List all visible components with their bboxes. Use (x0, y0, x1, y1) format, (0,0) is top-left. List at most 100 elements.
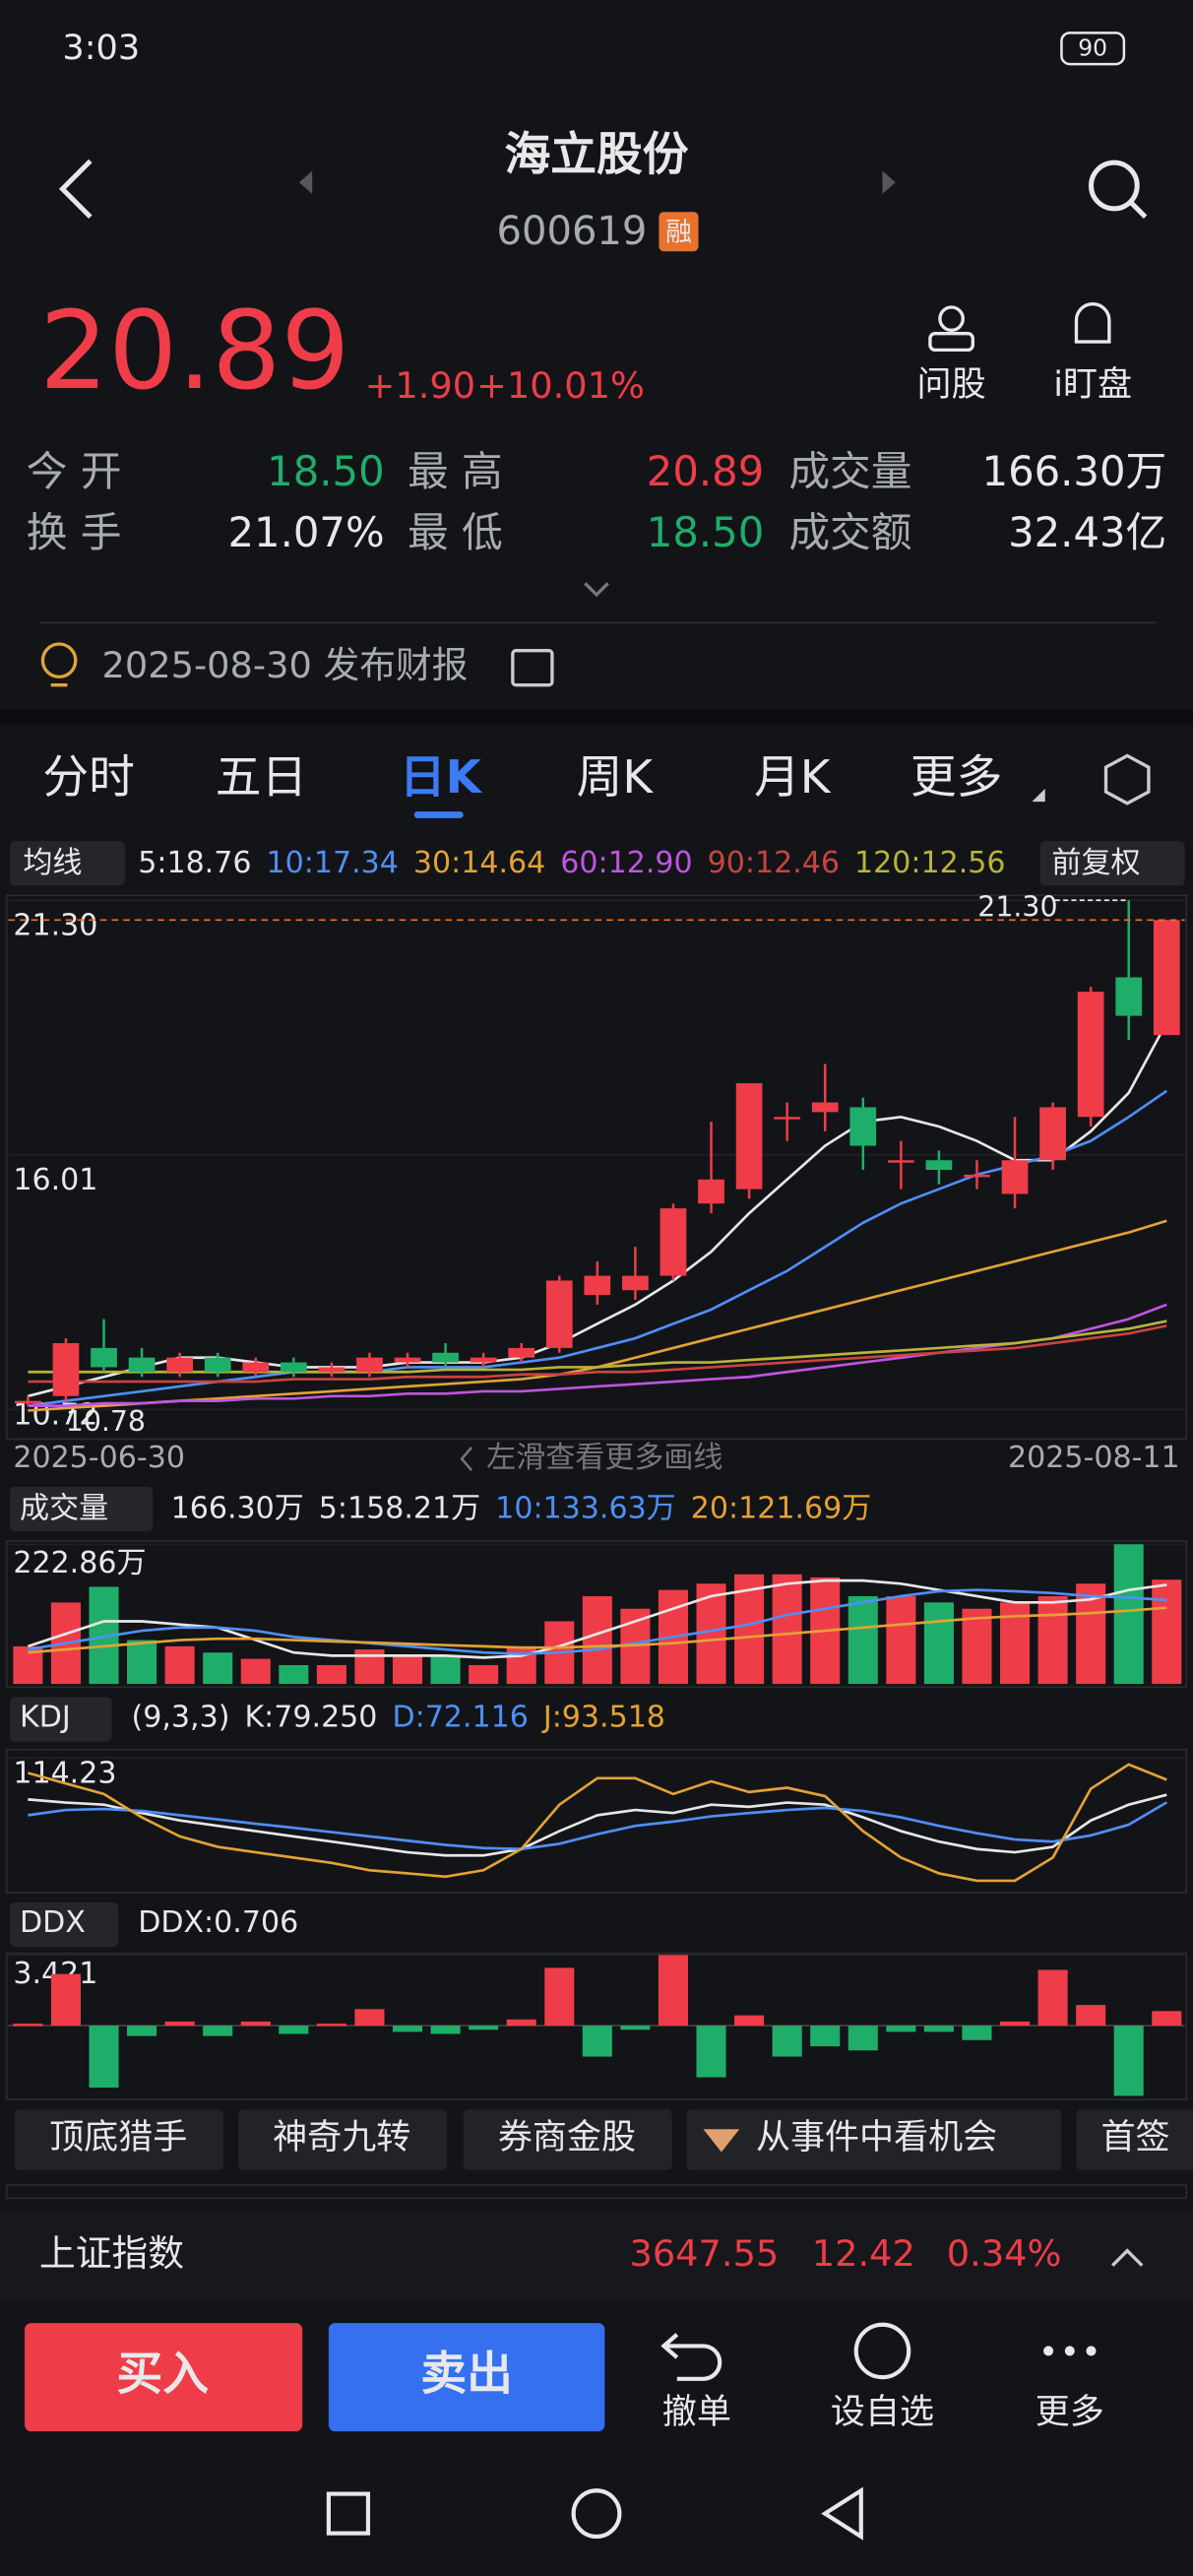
settings-button[interactable] (1103, 753, 1151, 805)
legend-entry: 10:17.34 (266, 846, 398, 880)
kdj-button[interactable] (10, 1697, 112, 1742)
index-value: 3647.55 (629, 2232, 779, 2275)
calendar-icon[interactable] (511, 649, 554, 687)
legend-button[interactable] (10, 841, 125, 886)
ask-icon (938, 305, 965, 333)
watchlist-button[interactable]: 设自选 (831, 2392, 934, 2432)
section-gap (0, 709, 1193, 725)
bar (354, 2009, 385, 2027)
bar (848, 2026, 878, 2051)
bar (772, 2026, 802, 2057)
volume-button[interactable] (10, 1486, 154, 1531)
tag-bg[interactable] (238, 2109, 448, 2170)
tab[interactable]: 分时 (42, 751, 134, 805)
bar (848, 1595, 878, 1685)
nav-home[interactable] (571, 2488, 622, 2540)
expand-index[interactable] (1111, 2248, 1144, 2267)
stat-value: 32.43亿 (1008, 508, 1166, 556)
tag-bg[interactable] (1076, 2109, 1193, 2170)
stat-value: 18.50 (267, 447, 384, 495)
nav-recent[interactable] (326, 2491, 371, 2536)
legend-entry: 10:133.63万 (495, 1492, 676, 1526)
search-button[interactable] (1088, 160, 1140, 212)
tab[interactable]: 五日 (216, 751, 307, 805)
index-bar[interactable] (0, 2209, 1193, 2302)
bar (203, 2026, 233, 2036)
more-button[interactable]: 更多 (1036, 2392, 1104, 2432)
more-dot (1043, 2346, 1054, 2356)
candle-body (52, 1342, 80, 1396)
candle-body (470, 1357, 497, 1363)
candle-body (394, 1357, 421, 1363)
ddx-button[interactable] (10, 1901, 119, 1948)
buy-button[interactable] (25, 2323, 303, 2432)
low-marker: 10.78 (66, 1405, 146, 1438)
stat-value: 166.30万 (982, 447, 1167, 495)
tag-bg[interactable] (686, 2109, 1062, 2170)
stock-name: 海立股份 (505, 129, 689, 182)
volume-current: 166.30万 (171, 1492, 304, 1526)
legend-entry: 5:18.76 (138, 846, 251, 880)
bar (772, 1574, 802, 1685)
tag-bg[interactable] (15, 2109, 224, 2170)
adjust-button[interactable] (1039, 841, 1185, 886)
bulb-icon (40, 642, 78, 679)
watch-button[interactable]: i盯盘 (1053, 364, 1132, 405)
index-change: 12.42 (812, 2232, 915, 2275)
tab[interactable]: 周K (577, 751, 655, 805)
candle-body (698, 1179, 724, 1204)
bar (506, 2019, 536, 2027)
buy-label: 买入 (117, 2349, 210, 2402)
bar (13, 2023, 43, 2027)
tag-bg[interactable] (463, 2109, 672, 2170)
adjust-label: 前复权 (1051, 846, 1140, 880)
stat-label: 成交额 (788, 508, 911, 556)
bar (886, 2026, 916, 2032)
tab-active[interactable]: 日K (400, 751, 483, 805)
badge-bg (659, 212, 699, 252)
tag[interactable]: 顶底猎手 (49, 2117, 187, 2157)
bar (1113, 2026, 1144, 2096)
y-tick-label: 222.86万 (13, 1546, 146, 1580)
candle-body (1153, 920, 1180, 1036)
sell-button[interactable] (328, 2323, 605, 2432)
tag[interactable]: 首签 (1101, 2117, 1170, 2157)
bar (89, 2026, 119, 2089)
candle-body (887, 1160, 914, 1163)
legend-entry: D:72.116 (392, 1701, 528, 1735)
stock-code: 600619 (496, 209, 647, 254)
bar (240, 2021, 271, 2027)
price: 20.89 (39, 288, 349, 414)
tag[interactable]: 神奇九转 (273, 2117, 410, 2157)
bar (962, 2026, 992, 2040)
ask-icon-body (928, 332, 974, 353)
date-end: 2025-08-11 (1008, 1441, 1180, 1475)
back-button[interactable] (58, 159, 93, 219)
tag[interactable]: 从事件中看机会 (756, 2117, 997, 2157)
tab[interactable]: 月K (754, 751, 832, 805)
candle-body (849, 1107, 877, 1146)
tag[interactable]: 券商金股 (498, 2117, 636, 2157)
high-marker: 21.30 (977, 891, 1057, 924)
ask-button[interactable]: 问股 (917, 364, 986, 405)
notice[interactable]: 2025-08-30 发布财报 (102, 644, 469, 686)
candle-body (128, 1357, 156, 1373)
bar (316, 2023, 346, 2027)
candle-body (659, 1208, 687, 1276)
date-start: 2025-06-30 (13, 1441, 185, 1475)
ddx-title: DDX (20, 1905, 86, 1940)
expand-stats[interactable] (584, 582, 609, 598)
bar (164, 2021, 195, 2027)
nav-back[interactable] (821, 2486, 863, 2541)
candle-body (774, 1117, 801, 1120)
bar (696, 2026, 726, 2078)
kdj-panel (5, 1748, 1188, 1894)
indicator-line (28, 1588, 1167, 1655)
prev-stock[interactable] (298, 170, 313, 194)
cancel-button[interactable]: 撤单 (662, 2392, 731, 2432)
status-time: 3:03 (62, 28, 140, 68)
candle-body (432, 1352, 459, 1363)
indicator-line (28, 1324, 1167, 1384)
next-stock[interactable] (882, 170, 896, 194)
tab[interactable]: 更多 (910, 751, 1002, 805)
